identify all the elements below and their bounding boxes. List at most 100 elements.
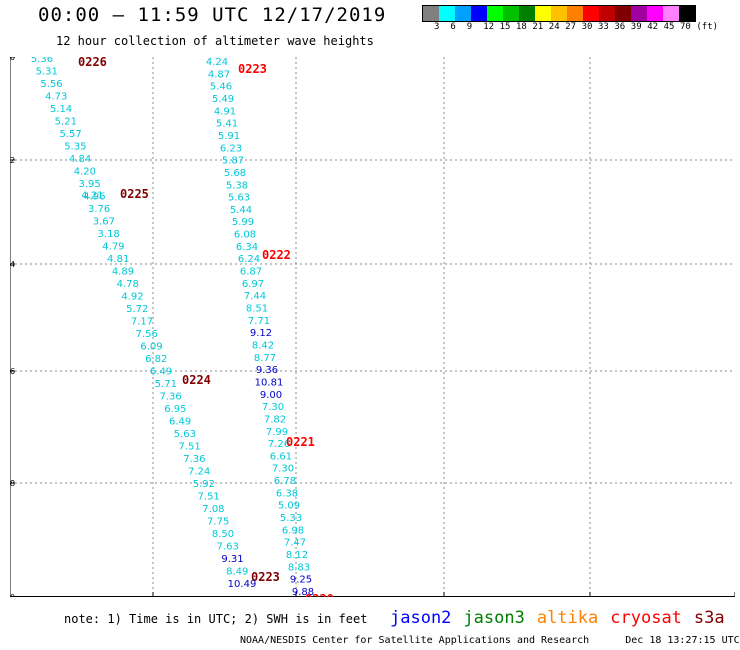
swh-value: 5.33 [280,513,302,524]
legend-label: 6 [450,22,456,32]
swh-value: 5.35 [64,142,86,153]
swh-value: 7.08 [202,504,224,515]
legend-swatch [679,6,695,21]
swh-value: 7.56 [136,329,158,340]
swh-value: 4.78 [117,279,139,290]
legend-swatch [551,6,567,21]
pass-label: 0221 [286,435,315,449]
swh-value: 6.09 [140,342,162,353]
satellite-jason3: jason3 [463,608,525,628]
legend-swatch [583,6,599,21]
swh-value: 8.49 [226,567,248,578]
swh-value: 4.89 [112,267,134,278]
satellite-altika: altika [536,608,599,628]
swh-value: 5.31 [36,67,58,78]
swh-value: 6.38 [276,488,298,499]
swh-value: 6.08 [234,230,256,241]
legend-label: (ft) [696,22,719,32]
footer: NOAA/NESDIS Center for Satellite Applica… [240,635,740,646]
legend-label: 27 [565,22,577,32]
swh-value: 5.72 [126,304,148,315]
swh-value: 7.71 [248,316,270,327]
pass-label: 0222 [262,248,291,262]
latitude-label: -40 [10,57,15,62]
swh-value: 5.63 [228,193,250,204]
swh-value: 8.50 [212,529,234,540]
swh-value: 5.09 [278,501,300,512]
swh-value: 4.73 [45,92,67,103]
swh-value: 6.87 [240,267,262,278]
swh-value: 9.00 [260,390,282,401]
swh-value: 6.23 [220,143,242,154]
swh-value: 5.41 [216,119,238,130]
legend-label: 36 [614,22,626,32]
swh-value: 3.18 [98,229,120,240]
color-scale-legend [422,5,696,22]
latitude-label: -48 [10,479,15,488]
swh-value: 9.25 [290,575,312,586]
swh-value: 6.49 [150,367,172,378]
legend-swatch [423,6,439,21]
swh-value: 7.51 [178,442,200,453]
swh-value: 10.49 [228,579,257,590]
swh-value: 7.36 [159,392,181,403]
legend-swatch [535,6,551,21]
legend-label: 45 [663,22,675,32]
swh-value: 7.47 [284,538,306,549]
swh-value: 8.77 [254,353,276,364]
swh-value: 7.51 [198,492,220,503]
pass-label: 0225 [120,187,149,201]
legend-swatch [519,6,535,21]
swh-value: 6.98 [282,525,304,536]
swh-value: 7.99 [266,427,288,438]
swh-value: 6.78 [274,476,296,487]
swh-value: 3.67 [93,217,115,228]
swh-value: 5.21 [55,117,77,128]
swh-value: 5.36 [31,57,53,65]
legend-label: 12 [483,22,495,32]
legend-label: 21 [532,22,544,32]
latitude-label: -46 [10,367,15,376]
pass-label: 0226 [78,57,107,69]
swh-value: 3.95 [78,179,100,190]
swh-value: 10.81 [255,377,284,388]
swh-value: 5.38 [226,180,248,191]
swh-value: 9.88 [292,587,314,597]
swh-value: 5.87 [222,156,244,167]
swh-value: 5.92 [193,479,215,490]
legend-label: 18 [516,22,527,32]
swh-value: 7.17 [131,317,153,328]
swh-value: 7.75 [207,517,229,528]
swh-value: 7.36 [183,454,205,465]
legend-label: 42 [647,22,659,32]
map-title: 00:00 – 11:59 UTC 12/17/2019 [38,4,387,26]
swh-value: 5.91 [218,131,240,142]
satellite-jason2: jason2 [390,608,452,628]
swh-value: 5.99 [232,217,254,228]
legend-label: 39 [630,22,642,32]
legend-swatch [455,6,471,21]
map-subtitle: 12 hour collection of altimeter wave hei… [56,34,374,48]
legend-swatch [599,6,615,21]
swh-value: 6.82 [145,354,167,365]
swh-value: 4.84 [69,154,91,165]
pass-label: 0220 [305,592,334,597]
legend-label: 3 [434,22,440,32]
legend-label: 24 [548,22,560,32]
swh-value: 7.63 [217,542,239,553]
swh-value: 5.57 [59,129,81,140]
satellite-legend: jason2 jason3 altika cryosat s3a [390,608,737,628]
latitude-label: -50 [10,593,15,597]
swh-value: 7.30 [262,402,284,413]
swh-value: 6.49 [169,417,191,428]
legend-swatch [567,6,583,21]
legend-label: 30 [581,22,593,32]
swh-value: 9.36 [256,365,278,376]
footer-timestamp: Dec 18 13:27:15 UTC 2019 [625,635,740,646]
legend-swatch [503,6,519,21]
swh-value: 9.12 [250,328,272,339]
swh-value: 5.14 [50,104,72,115]
wave-height-map: -40-42-44-46-48-50-60-57-54-51-48-455.36… [10,57,735,597]
swh-value: 4.81 [107,254,129,265]
swh-value: 4.92 [121,292,143,303]
